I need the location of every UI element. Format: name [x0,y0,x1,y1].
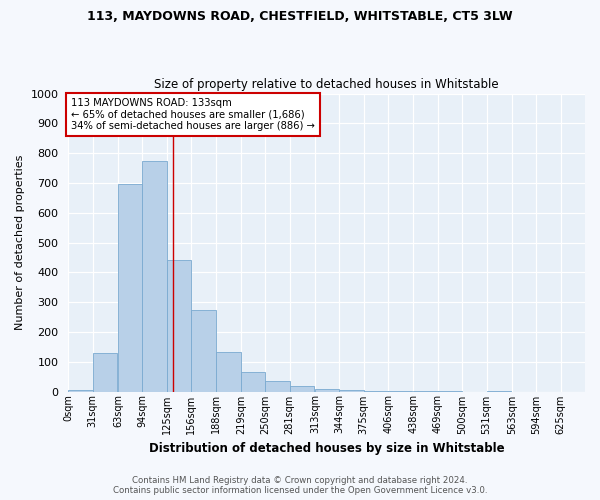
Bar [167,260,191,392]
Bar [92,354,117,392]
Bar [388,391,412,392]
Y-axis label: Number of detached properties: Number of detached properties [15,155,25,330]
Bar [191,310,215,392]
Bar [315,388,339,392]
Bar [364,390,388,392]
Text: Contains HM Land Registry data © Crown copyright and database right 2024.
Contai: Contains HM Land Registry data © Crown c… [113,476,487,495]
X-axis label: Distribution of detached houses by size in Whitstable: Distribution of detached houses by size … [149,442,505,455]
Bar [142,160,167,392]
Text: 113, MAYDOWNS ROAD, CHESTFIELD, WHITSTABLE, CT5 3LW: 113, MAYDOWNS ROAD, CHESTFIELD, WHITSTAB… [87,10,513,23]
Title: Size of property relative to detached houses in Whitstable: Size of property relative to detached ho… [154,78,499,91]
Bar [68,390,92,392]
Bar [339,390,364,392]
Bar [290,386,314,392]
Bar [241,372,265,392]
Bar [265,381,290,392]
Bar [217,352,241,392]
Bar [118,184,142,392]
Text: 113 MAYDOWNS ROAD: 133sqm
← 65% of detached houses are smaller (1,686)
34% of se: 113 MAYDOWNS ROAD: 133sqm ← 65% of detac… [71,98,314,131]
